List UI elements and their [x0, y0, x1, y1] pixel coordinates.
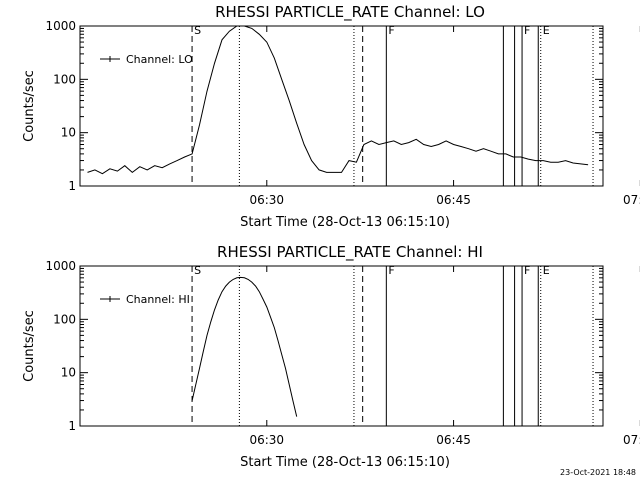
y-tick-label: 1000 — [45, 259, 76, 273]
plot-frame — [79, 25, 604, 187]
y-axis-label: Counts/sec — [22, 310, 37, 382]
x-tick-label: 07:00 — [623, 433, 640, 447]
y-axis-ticks: 1 10 100 1000 — [45, 259, 603, 433]
flag-label: E — [543, 24, 550, 37]
flag-label: S — [194, 24, 201, 37]
flag-label: S — [194, 264, 201, 277]
y-tick-label: 1 — [68, 419, 76, 433]
y-tick-label: 10 — [61, 126, 76, 140]
flag-label: F — [388, 24, 394, 37]
y-tick-label: 10 — [61, 366, 76, 380]
y-tick-label: 100 — [53, 312, 76, 326]
x-axis-label: Start Time (28-Oct-13 06:15:10) — [240, 215, 450, 230]
legend-label: Channel: HI — [126, 293, 190, 306]
plot-frame — [79, 265, 604, 427]
chart-title: RHESSI PARTICLE_RATE Channel: HI — [217, 243, 483, 262]
flag-label: E — [543, 264, 550, 277]
render-timestamp: 23-Oct-2021 18:48 — [560, 468, 636, 477]
y-tick-label: 1 — [68, 179, 76, 193]
x-tick-label: 06:45 — [436, 433, 471, 447]
y-axis-label: Counts/sec — [22, 70, 37, 142]
y-tick-label: 100 — [53, 72, 76, 86]
x-tick-label: 06:45 — [436, 193, 471, 207]
flag-label: F — [524, 24, 530, 37]
series-line-lo — [87, 25, 589, 175]
flag-label: F — [524, 264, 530, 277]
x-tick-label: 06:30 — [249, 193, 284, 207]
y-axis-ticks: 1 10 100 1000 — [45, 19, 603, 193]
series-line-hi — [191, 276, 298, 417]
x-axis-label: Start Time (28-Oct-13 06:15:10) — [240, 455, 450, 470]
chart-title: RHESSI PARTICLE_RATE Channel: LO — [215, 3, 485, 22]
x-tick-label: 06:30 — [249, 433, 284, 447]
y-tick-label: 1000 — [45, 19, 76, 33]
x-tick-label: 07:00 — [623, 193, 640, 207]
legend-label: Channel: LO — [126, 53, 193, 66]
flag-label: F — [388, 264, 394, 277]
